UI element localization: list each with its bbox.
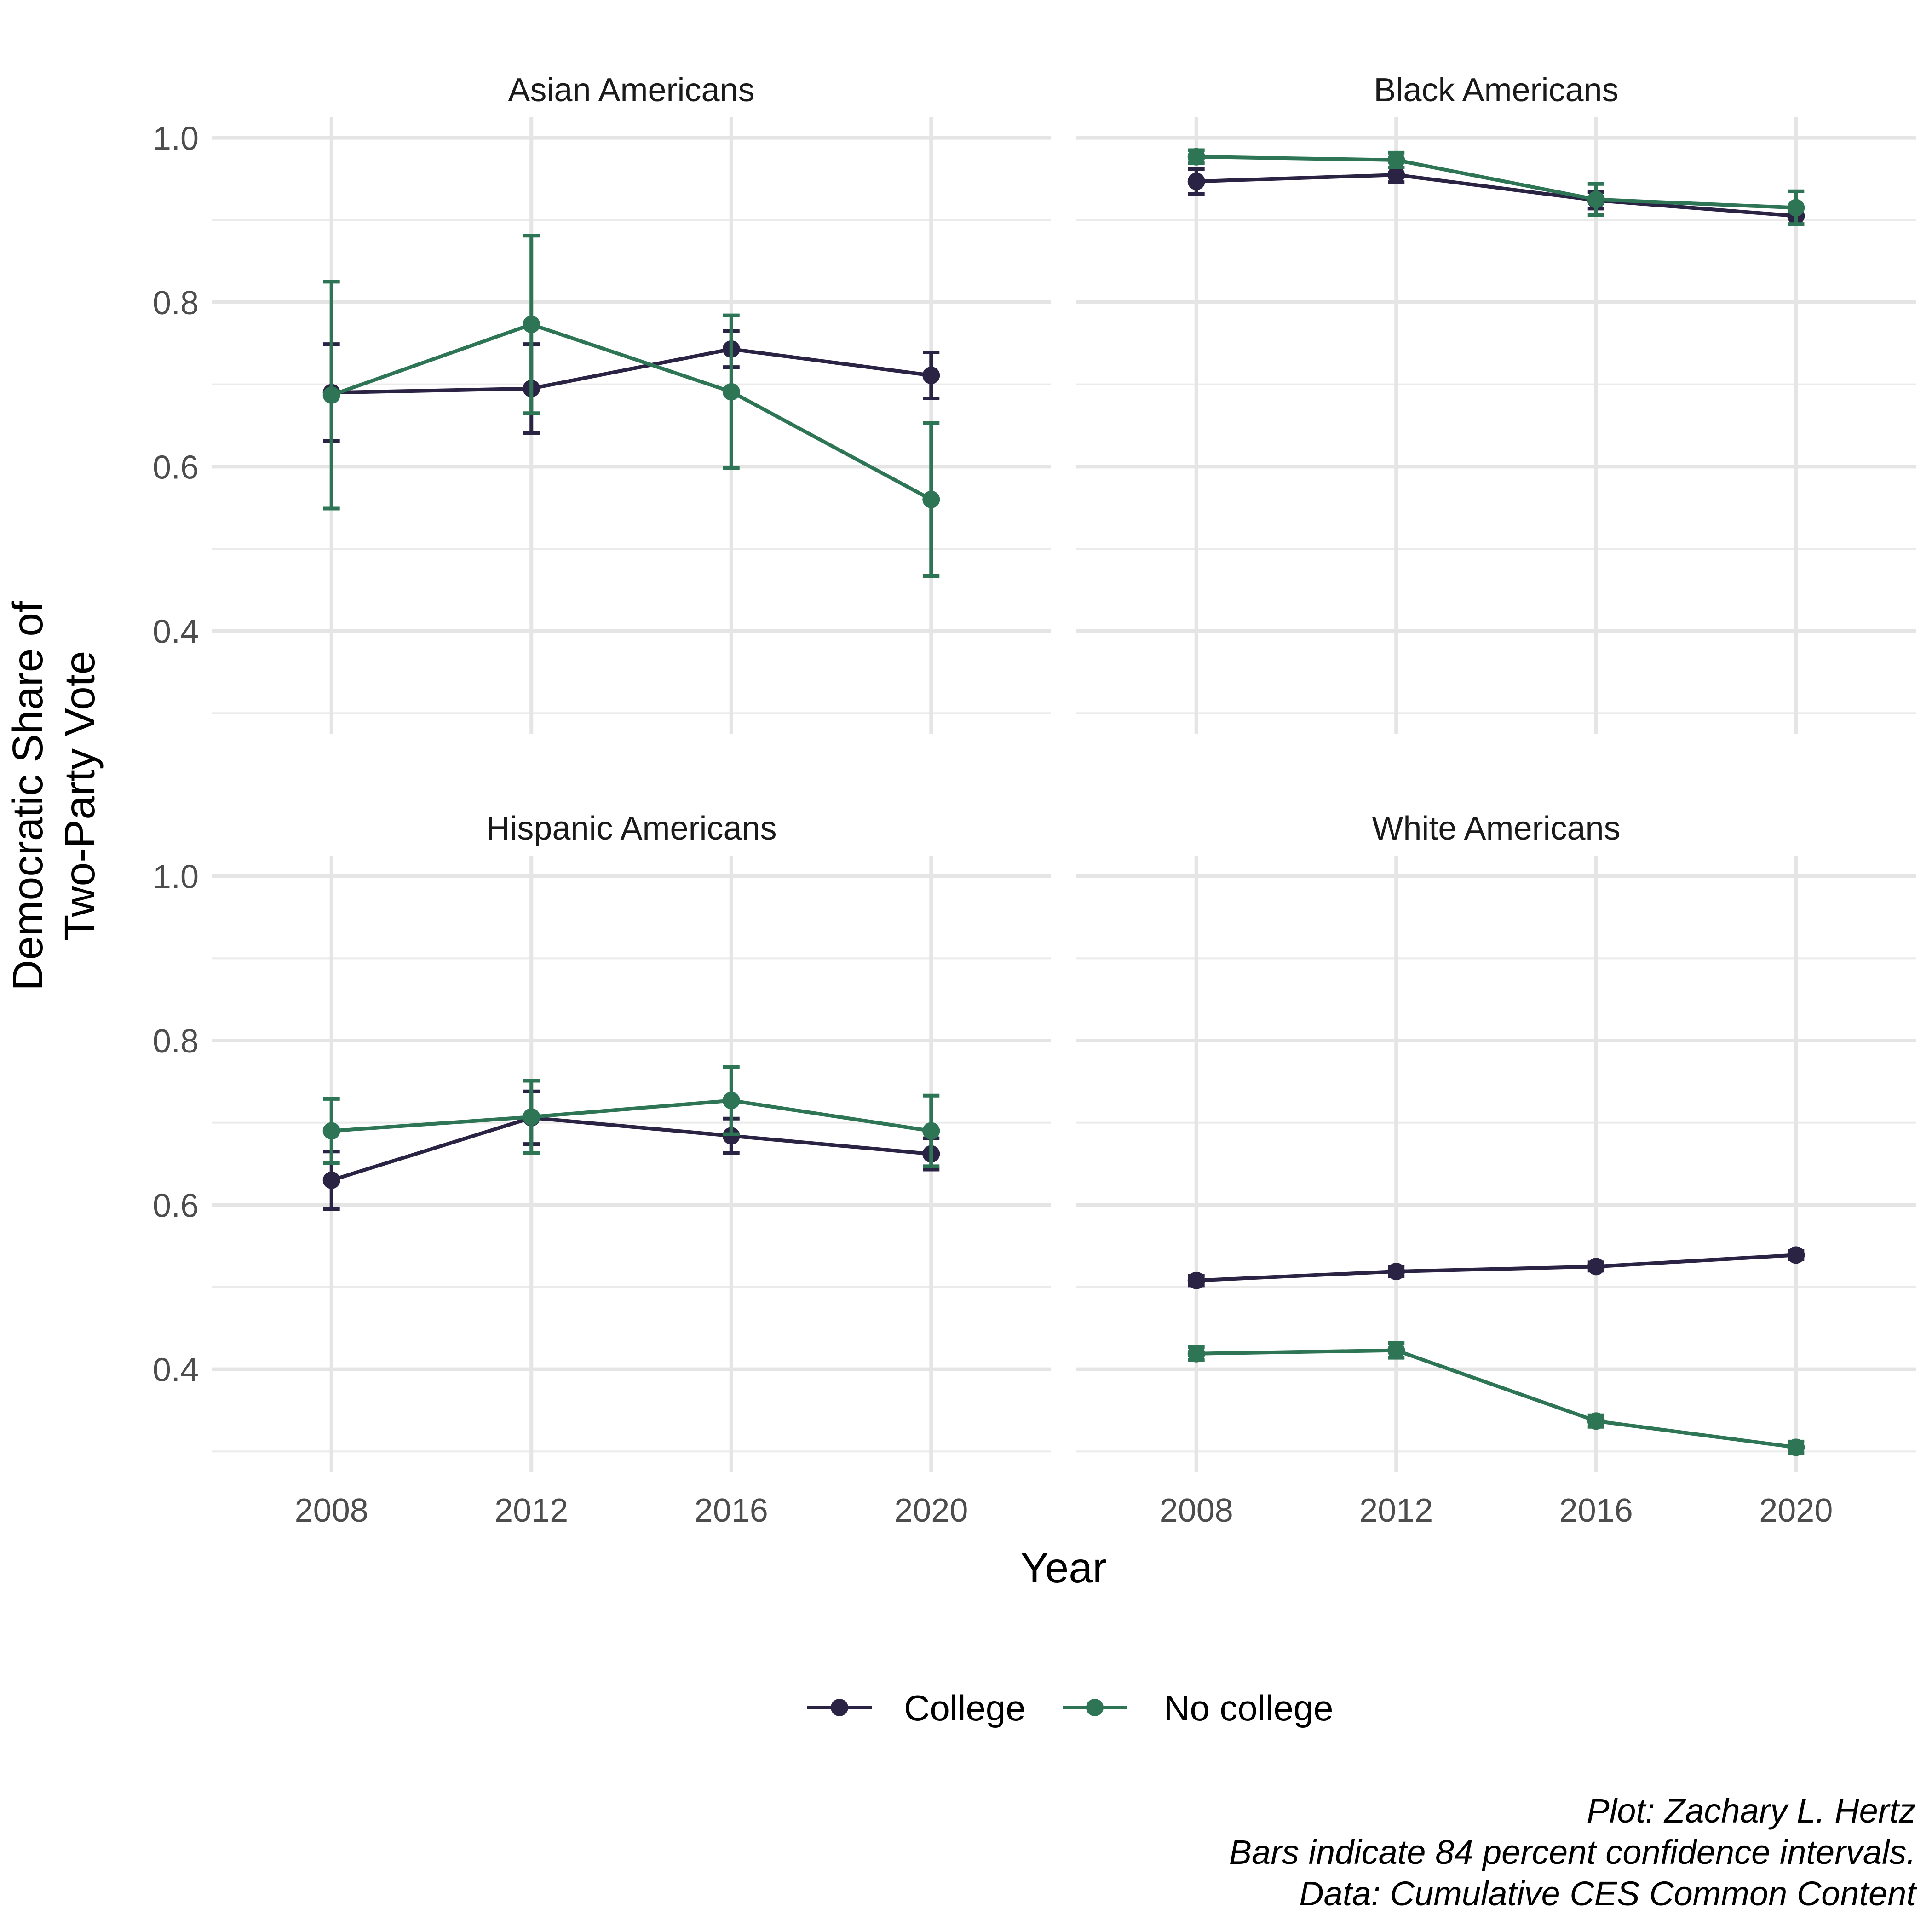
legend-key-no-college-point — [1086, 1699, 1104, 1716]
series-college-black-americans — [1187, 165, 1805, 226]
x-tick-label: 2008 — [1160, 1492, 1233, 1529]
data-point-no-college — [1587, 190, 1605, 208]
data-point-no-college — [523, 1108, 540, 1126]
panel-asian-americans: Asian Americans 0.4 0.6 0.8 1.0 — [153, 72, 1051, 734]
data-point-no-college — [722, 1092, 740, 1110]
facet-title-white-americans: White Americans — [1372, 810, 1620, 847]
data-point-no-college — [922, 1122, 940, 1140]
facet-title-hispanic-americans: Hispanic Americans — [486, 810, 776, 847]
data-point-no-college — [1187, 1345, 1205, 1363]
series-no-college-white-americans — [1187, 1341, 1805, 1456]
x-tick-label: 2020 — [1759, 1492, 1833, 1529]
data-point-college — [322, 1171, 340, 1189]
data-point-college — [1187, 172, 1205, 190]
series-no-college-hispanic-americans — [322, 1065, 940, 1168]
data-point-no-college — [322, 1122, 340, 1140]
x-axis-title: Year — [1020, 1544, 1107, 1592]
data-point-no-college — [1787, 199, 1805, 217]
data-point-no-college — [1587, 1412, 1605, 1430]
y-axis-title-line-1: Democratic Share of — [4, 601, 52, 991]
data-point-college — [1387, 166, 1405, 184]
y-tick-label: 1.0 — [153, 859, 199, 896]
data-point-no-college — [1787, 1438, 1805, 1456]
data-point-no-college — [1187, 148, 1205, 166]
panel-white-americans: White Americans 2008 2012 2016 2020 — [1076, 810, 1916, 1529]
series-college-asian-americans — [322, 329, 940, 443]
x-tick-label: 2016 — [1559, 1492, 1633, 1529]
panel-black-americans: Black Americans — [1076, 72, 1916, 734]
caption-line-1: Plot: Zachary L. Hertz — [1587, 1792, 1916, 1830]
x-tick-label: 2008 — [295, 1492, 368, 1529]
legend: College No college — [807, 1688, 1334, 1728]
data-point-no-college — [1387, 151, 1405, 169]
x-tick-label: 2012 — [1359, 1492, 1433, 1529]
data-point-college — [1787, 1246, 1805, 1264]
x-tick-label: 2012 — [494, 1492, 568, 1529]
y-tick-label: 0.4 — [153, 614, 199, 650]
series-line-no-college — [1196, 1348, 1796, 1449]
facet-title-asian-americans: Asian Americans — [508, 72, 754, 109]
series-line-college — [331, 347, 932, 395]
series-no-college-black-americans — [1187, 148, 1805, 226]
data-point-college — [1587, 1258, 1605, 1276]
series-line-no-college — [1196, 155, 1796, 210]
series-line-no-college — [331, 1098, 932, 1133]
series-line-college — [331, 1116, 932, 1182]
y-tick-label: 0.8 — [153, 285, 199, 322]
caption-line-2: Bars indicate 84 percent confidence inte… — [1229, 1833, 1916, 1871]
series-no-college-asian-americans — [322, 234, 940, 578]
legend-key-college-point — [831, 1699, 848, 1716]
y-tick-label: 0.4 — [153, 1352, 199, 1389]
legend-label-college: College — [904, 1688, 1026, 1728]
data-point-no-college — [1387, 1341, 1405, 1359]
data-point-college — [922, 367, 940, 385]
series-college-white-americans — [1187, 1246, 1805, 1289]
x-tick-label: 2020 — [894, 1492, 968, 1529]
x-tick-label: 2016 — [695, 1492, 768, 1529]
series-line-college — [1196, 173, 1796, 218]
data-point-no-college — [523, 316, 540, 334]
data-point-no-college — [322, 386, 340, 404]
data-point-no-college — [722, 383, 740, 401]
data-point-college — [1387, 1263, 1405, 1281]
caption-line-3: Data: Cumulative CES Common Content — [1299, 1874, 1917, 1913]
data-point-no-college — [922, 490, 940, 508]
y-tick-label: 0.6 — [153, 449, 199, 486]
data-point-college — [1187, 1271, 1205, 1289]
y-axis-title-line-2: Two-Party Vote — [56, 651, 104, 941]
panel-hispanic-americans: Hispanic Americans 0.4 0.6 0.8 1.0 2008 2012 20… — [153, 810, 1051, 1529]
y-tick-label: 0.6 — [153, 1187, 199, 1224]
series-line-college — [1196, 1253, 1796, 1282]
y-tick-label: 0.8 — [153, 1023, 199, 1060]
facet-title-black-americans: Black Americans — [1374, 72, 1618, 109]
panels-layer: Asian Americans 0.4 0.6 0.8 1.0 Black America… — [153, 72, 1916, 1529]
series-line-no-college — [331, 322, 932, 501]
y-tick-label: 1.0 — [153, 121, 199, 157]
legend-label-no-college: No college — [1164, 1688, 1334, 1728]
